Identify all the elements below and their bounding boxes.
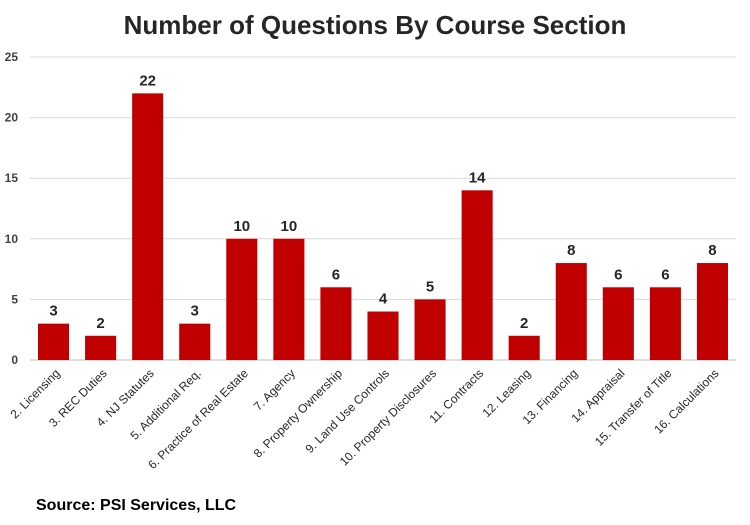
data-label: 3	[49, 303, 57, 320]
x-tick-label: 10. Property Disclosures	[337, 366, 439, 468]
data-label: 8	[708, 242, 716, 259]
data-label: 6	[661, 266, 669, 283]
y-tick-label: 10	[5, 232, 19, 246]
data-label: 6	[332, 266, 340, 283]
bar	[555, 263, 587, 360]
data-label: 10	[281, 218, 298, 235]
y-tick-label: 0	[11, 353, 18, 367]
y-tick-label: 20	[5, 111, 19, 125]
bar	[179, 323, 211, 360]
x-tick-label: 8. Property Ownership	[251, 366, 346, 461]
data-label: 8	[567, 242, 575, 259]
y-tick-label: 25	[5, 50, 19, 64]
y-tick-label: 15	[5, 171, 19, 185]
bar	[367, 311, 399, 360]
bar	[226, 238, 258, 360]
bar	[38, 323, 70, 360]
y-tick-label: 5	[11, 292, 18, 306]
data-label: 4	[379, 291, 388, 308]
bar	[132, 93, 164, 361]
data-label: 5	[426, 278, 434, 295]
data-label: 6	[614, 266, 622, 283]
data-label: 10	[233, 218, 250, 235]
y-axis-ticks: 0 5 10 15 20 25	[5, 50, 19, 367]
source-note: Source: PSI Services, LLC	[36, 497, 237, 514]
data-label: 14	[469, 169, 486, 186]
bar	[696, 263, 728, 360]
bar	[414, 299, 446, 360]
bar	[649, 287, 681, 360]
data-label: 3	[191, 303, 199, 320]
bar	[320, 287, 352, 360]
data-label: 22	[139, 72, 156, 89]
x-tick-label: 9. Land Use Controls	[303, 366, 393, 456]
bar	[508, 335, 540, 360]
chart-title: Number of Questions By Course Section	[123, 10, 627, 40]
bar	[602, 287, 634, 360]
bar	[85, 335, 117, 360]
data-label: 2	[520, 315, 528, 332]
x-tick-label: 6. Practice of Real Estate	[145, 366, 251, 472]
bar	[461, 190, 493, 360]
bars	[38, 93, 728, 361]
bar	[273, 238, 305, 360]
data-label: 2	[96, 315, 104, 332]
x-tick-label: 7. Agency	[251, 366, 298, 413]
